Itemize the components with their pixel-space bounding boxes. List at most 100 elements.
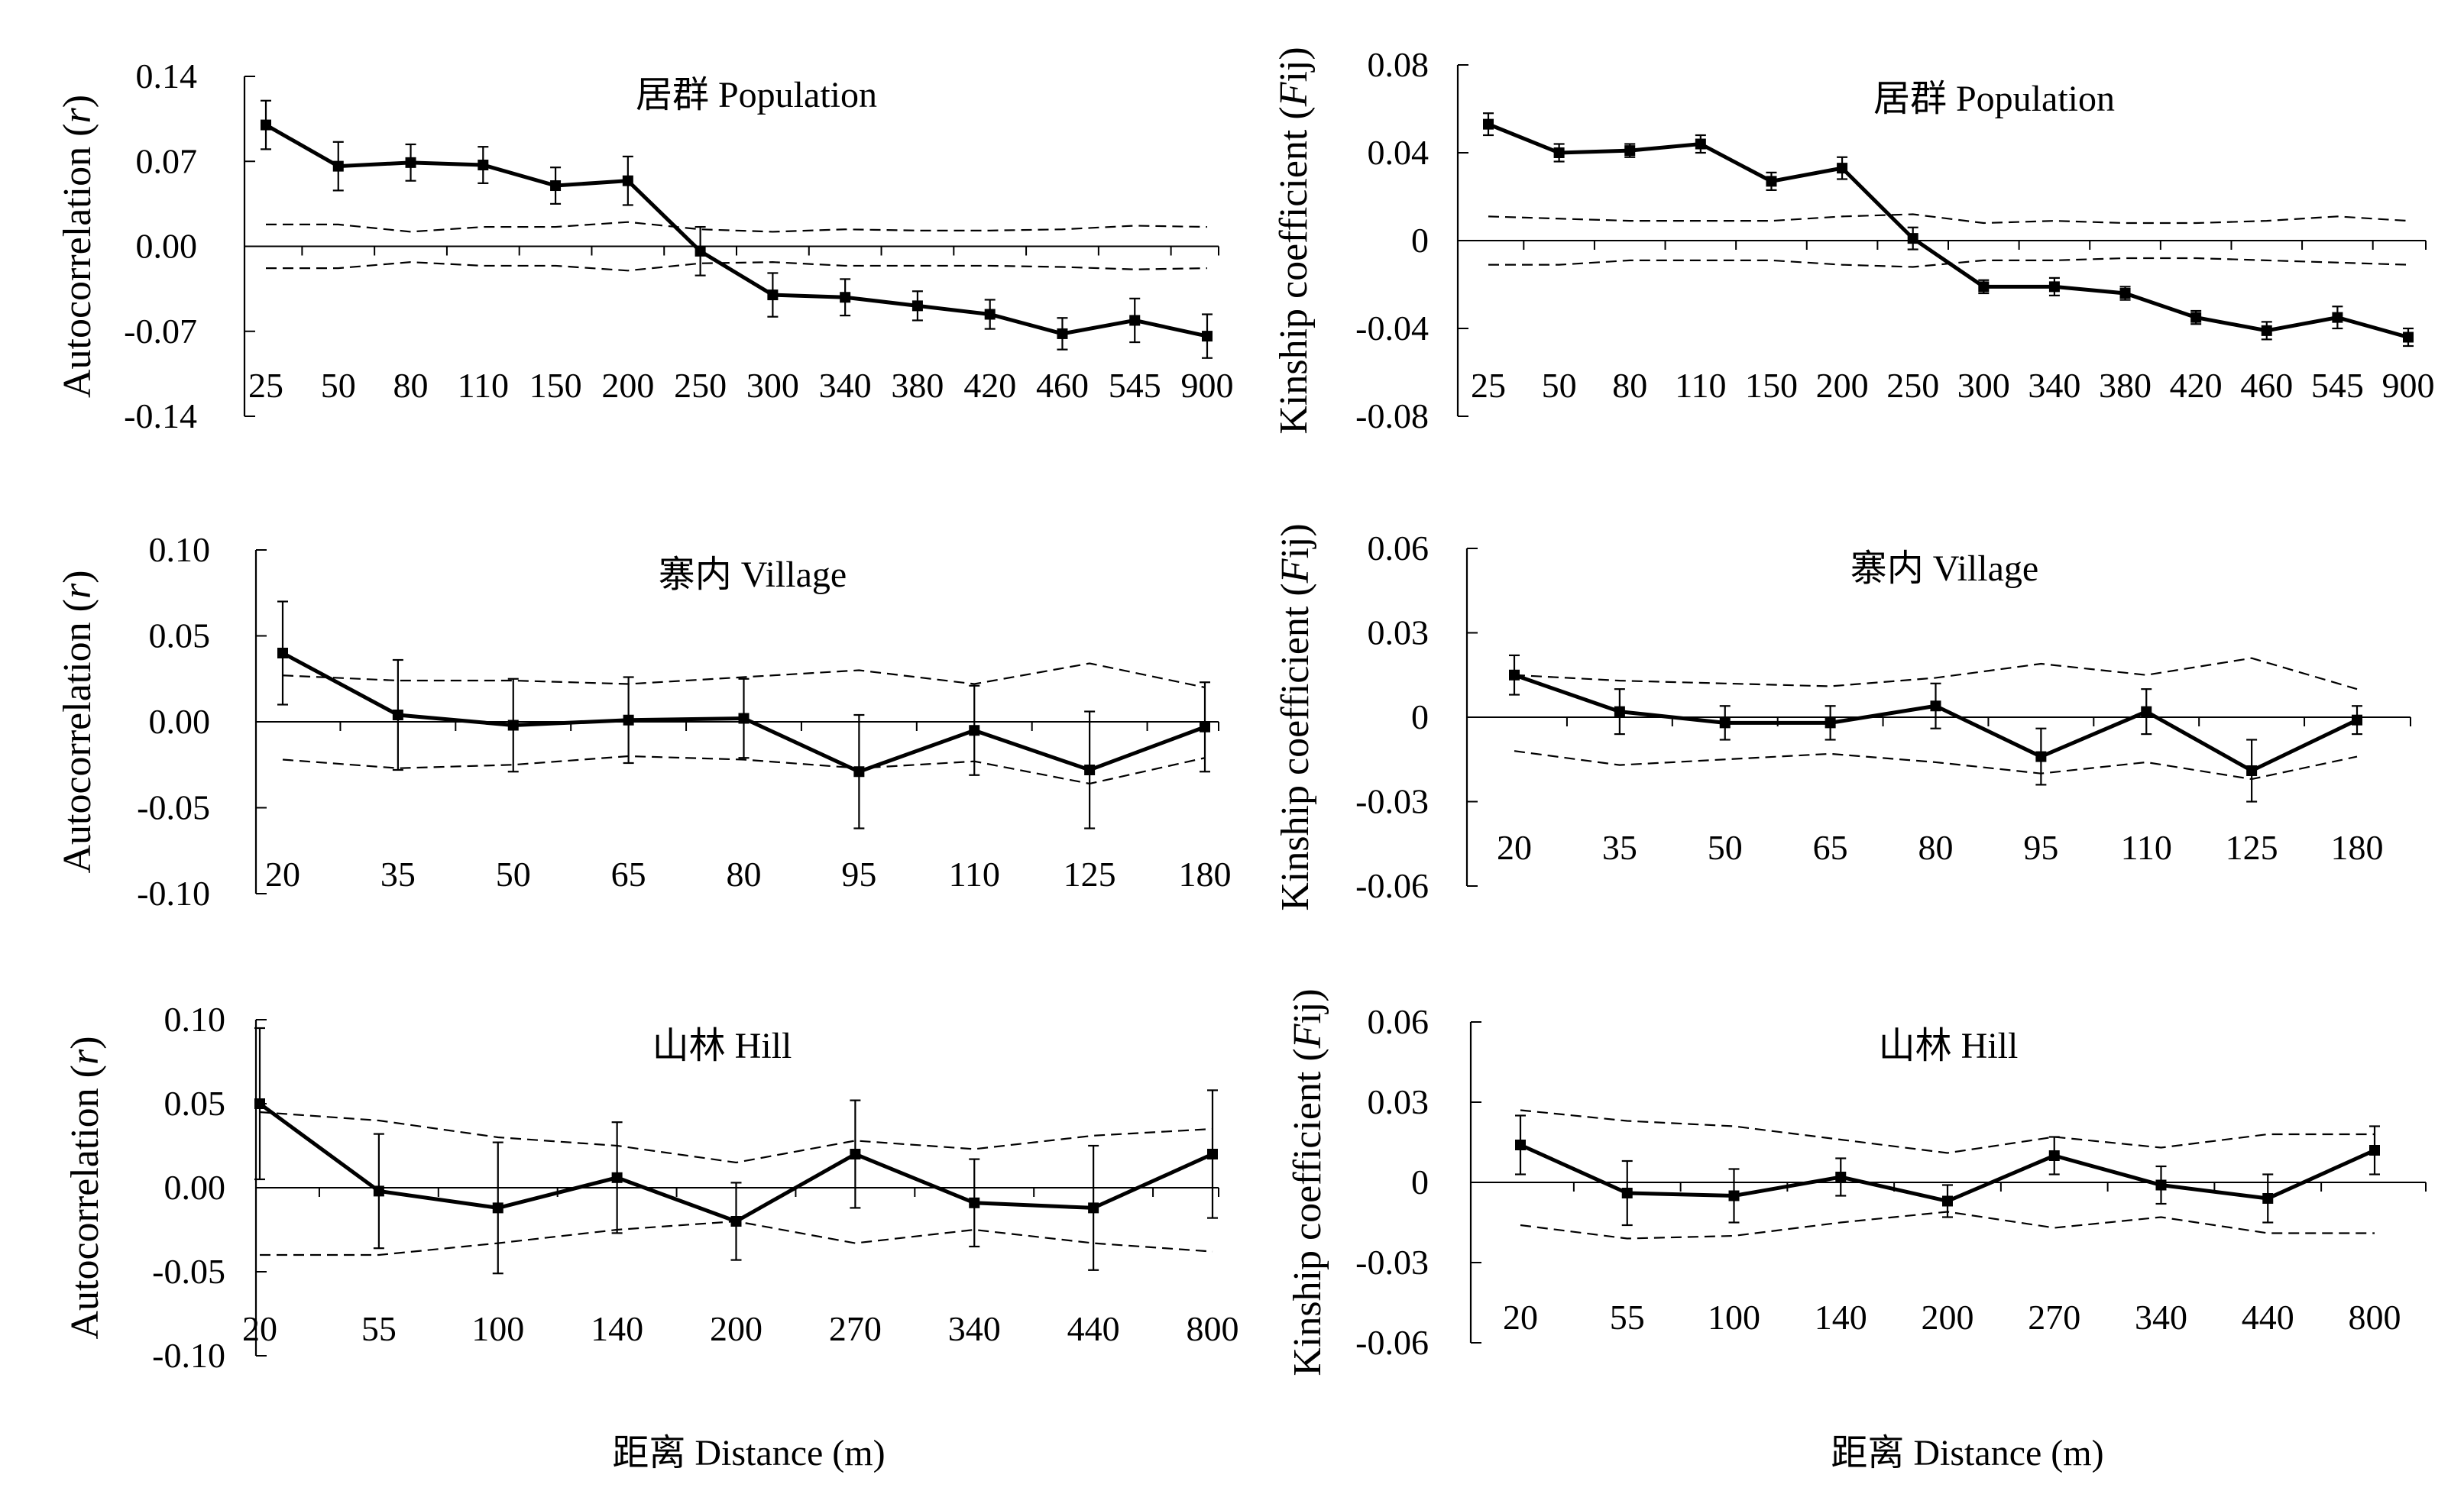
x-tick-label: 95 [841,855,876,894]
data-point [1614,706,1625,717]
x-tick-label: 150 [1745,366,1798,405]
x-tick-label: 800 [2349,1298,2401,1337]
x-tick-label: 55 [1610,1298,1645,1337]
data-point [2155,1179,2167,1191]
data-point [1621,1188,1633,1198]
y-tick-label: 0.07 [136,141,198,180]
chart-title: 寨内 Village [1850,548,2038,589]
data-point [2403,331,2414,343]
x-tick-label: 300 [746,366,799,405]
x-tick-label: 545 [2311,366,2364,405]
chart-title: 居群 Population [1873,79,2115,119]
x-tick-label: 150 [529,366,582,405]
data-point [2048,1150,2060,1161]
y-axis-label: Kinship coefficient (Fij) [1272,47,1316,434]
chart-panel-2: 0.08 0.04 0 -0.04 -0.08 25 50 80 110 150 200 250 300… [1272,45,2435,435]
data-point [1825,717,1836,729]
data-point [611,1172,623,1183]
x-tick-label: 50 [496,855,531,894]
y-tick-label: 0.06 [1368,529,1430,568]
y-tick-label: -0.10 [137,874,210,913]
chart-panel-1: 0.14 0.07 0.00 -0.07 -0.14 25 50 80 110 150 200 250… [56,57,1234,435]
x-tick-label: 35 [1602,828,1637,867]
y-tick-label: -0.04 [1355,309,1429,348]
chart-panel-5: 0.10 0.05 0.00 -0.05 -0.10 20 55 100 140 200 270 34… [63,1000,1239,1375]
y-tick-label: -0.14 [124,396,197,435]
y-tick-label: -0.03 [1355,1243,1429,1282]
data-point [1907,233,1918,244]
x-tick-label: 80 [1918,828,1954,867]
x-tick-label: 440 [2242,1298,2294,1337]
x-tick-label: 200 [1816,366,1869,405]
y-tick-label: 0.00 [136,227,198,266]
data-point [1057,328,1068,339]
data-point [2261,325,2272,336]
data-point [1200,721,1210,732]
y-tick-label: 0.10 [149,530,211,569]
x-tick-label: 125 [2226,828,2278,867]
x-tick-label: 20 [1497,828,1532,867]
upper-confidence-line [282,662,1206,689]
x-tick-label: 340 [2135,1298,2187,1337]
data-point [1088,1202,1099,1214]
y-axis-label: Autocorrelation (r) [63,1036,107,1339]
x-axis-label-left: 距离 Distance (m) [612,1433,885,1473]
data-point [730,1216,742,1227]
y-tick-label: 0.05 [149,616,211,655]
x-tick-label: 545 [1109,366,1161,405]
chart-panel-6: 0.06 0.03 0 -0.03 -0.06 20 55 100 140 200 270 340 44… [1286,988,2427,1376]
data-point [1766,176,1777,187]
data-point [969,1197,980,1208]
x-tick-label: 25 [248,366,283,405]
data-point [550,180,562,192]
x-tick-label: 380 [2099,366,2152,405]
data-point [984,309,996,320]
x-tick-label: 200 [601,366,654,405]
x-tick-label: 340 [819,366,872,405]
y-tick-label: -0.08 [1355,396,1429,435]
x-tick-label: 140 [591,1309,643,1348]
data-point [1728,1190,1740,1201]
x-tick-label: 340 [948,1309,1001,1348]
data-point [1515,1140,1526,1150]
y-tick-label: 0 [1411,1163,1429,1201]
x-tick-label: 100 [1708,1298,1760,1337]
y-tick-label: 0.05 [164,1084,226,1123]
x-tick-label: 270 [2028,1298,2080,1337]
y-tick-label: 0.14 [136,57,198,95]
data-point [478,160,489,171]
data-point [1837,163,1848,174]
data-point [622,175,633,186]
x-tick-label: 50 [1542,366,1577,405]
x-tick-label: 250 [674,366,727,405]
data-point [623,714,634,726]
x-tick-label: 50 [321,366,356,405]
x-tick-label: 25 [1471,366,1506,405]
upper-confidence-line [1488,213,2409,225]
x-tick-label: 900 [1181,366,1234,405]
data-point [1207,1149,1218,1159]
data-point [492,1202,503,1214]
data-point [2141,706,2152,717]
x-tick-label: 110 [1675,366,1726,405]
y-tick-label: -0.03 [1355,782,1429,821]
data-point [738,713,750,724]
data-point [1942,1195,1953,1207]
x-tick-label: 440 [1067,1309,1120,1348]
y-tick-label: 0.00 [149,702,211,741]
x-tick-label: 20 [242,1309,277,1348]
x-axis-label-right: 距离 Distance (m) [1831,1433,2103,1473]
chart-panel-4: 0.06 0.03 0 -0.03 -0.06 20 35 50 65 80 95 110 125 180… [1274,523,2411,911]
series-line [1488,122,2409,339]
x-tick-label: 125 [1064,855,1116,894]
chart-title: 山林 Hill [1879,1026,2019,1066]
x-tick-label: 180 [1179,855,1232,894]
data-point [1202,331,1213,342]
y-tick-label: -0.07 [124,312,197,351]
data-point [254,1098,265,1109]
data-point [2048,281,2060,293]
chart-panel-3: 0.10 0.05 0.00 -0.05 -0.10 20 35 50 65 80 95 110 125… [56,530,1232,913]
data-point [373,1185,384,1197]
